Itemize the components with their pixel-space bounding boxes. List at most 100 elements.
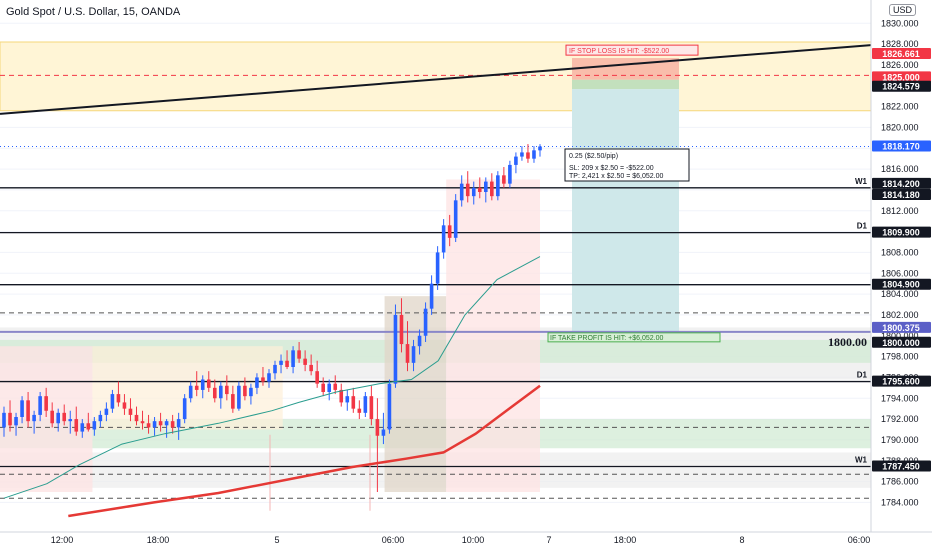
price-badge-text: 1824.579	[882, 82, 920, 92]
candle-body	[20, 400, 24, 417]
candle-body	[188, 385, 193, 399]
time-tick-label: 5	[274, 535, 279, 545]
stop-zone	[572, 58, 679, 80]
candle-body	[200, 379, 205, 390]
position-info-frame	[564, 148, 690, 182]
candle-body	[206, 379, 211, 388]
ema-fast-line	[3, 256, 541, 499]
candle-body	[345, 396, 350, 403]
candle-body	[237, 385, 241, 409]
candle-body	[14, 417, 18, 426]
candle-body	[514, 156, 518, 165]
position-info-line: SL: 209 x $2.50 = -$522.00	[569, 165, 654, 172]
candle-body	[423, 308, 428, 336]
time-tick-label: 06:00	[382, 535, 405, 545]
level-label: W1	[855, 455, 868, 464]
candle-body	[435, 252, 440, 284]
price-badge-bg	[872, 48, 931, 60]
candle-body	[92, 421, 97, 430]
candle-body	[490, 181, 494, 197]
candle-body	[267, 373, 271, 382]
candle-body	[194, 385, 199, 390]
price-badge-text: 1795.600	[882, 377, 920, 387]
candle-body	[74, 419, 79, 432]
price-badge-bg	[872, 336, 931, 348]
candle-body	[32, 414, 36, 422]
candle-body	[526, 152, 530, 159]
price-badge-text: 1825.000	[882, 72, 920, 82]
candle-body	[122, 402, 127, 409]
price-badge-bg	[872, 375, 931, 387]
price-tick-label: 1820.000	[881, 122, 919, 132]
candle-body	[219, 385, 223, 399]
candle-body	[80, 423, 85, 432]
price-tick-label: 1804.000	[881, 289, 919, 299]
price-badge-bg	[872, 321, 931, 333]
candle-body	[309, 364, 313, 372]
candle-body	[459, 183, 464, 201]
price-tick-label: 1786.000	[881, 477, 919, 487]
candle-body	[381, 429, 386, 436]
candle-body	[56, 412, 61, 424]
candle-body	[86, 423, 91, 430]
candle-body	[363, 396, 368, 413]
candle-body	[255, 377, 259, 388]
key-level-label: 1800.00	[828, 335, 867, 349]
candle-body	[38, 396, 42, 415]
level-label: D1	[857, 371, 868, 380]
candle-body	[2, 412, 6, 428]
price-badge-text: 1826.661	[882, 49, 920, 59]
position-info-line: 0.25 ($2.50/pip)	[569, 153, 618, 160]
time-tick-label: 12:00	[51, 535, 74, 545]
price-tick-label: 1784.000	[881, 497, 919, 507]
time-tick-label: 8	[739, 535, 744, 545]
time-axis-background	[0, 532, 932, 550]
price-badge-bg	[872, 226, 931, 238]
price-tick-label: 1800.000	[881, 331, 919, 341]
price-tick-label: 1802.000	[881, 310, 919, 320]
stop-loss-label: IF STOP LOSS IS HIT: -$522.00	[565, 44, 699, 56]
candle-body	[351, 396, 356, 409]
candle-body	[44, 396, 48, 411]
price-tick-label: 1794.000	[881, 393, 919, 403]
candle-body	[116, 394, 121, 403]
position-info-line: TP: 2,421 x $2.50 = $6,052.00	[569, 173, 663, 180]
candle-body	[182, 398, 187, 420]
candle-body	[176, 419, 181, 428]
price-badge: 1814.180	[872, 189, 931, 201]
stop-loss-label-text: IF STOP LOSS IS HIT: -$522.00	[569, 48, 669, 55]
position-info-box: 0.25 ($2.50/pip) SL: 209 x $2.50 = -$522.…	[564, 148, 690, 182]
candle-body	[104, 408, 109, 415]
price-badge: 1826.661	[872, 48, 931, 60]
time-tick-label: 18:00	[147, 535, 170, 545]
candle-body	[453, 200, 458, 238]
candle-body	[164, 421, 169, 426]
candle-body	[273, 364, 277, 374]
candle-body	[496, 175, 500, 197]
price-badge: 1824.579	[872, 80, 931, 92]
candle-body	[441, 225, 446, 253]
candle-body	[128, 408, 133, 415]
price-badge: 1795.600	[872, 375, 931, 387]
price-badge-text: 1800.000	[882, 338, 920, 348]
price-badge-text: 1814.200	[882, 179, 920, 189]
time-tick-label: 7	[546, 535, 551, 545]
price-badge: 1809.900	[872, 226, 931, 238]
candle-body	[321, 383, 325, 392]
candle-body	[387, 383, 392, 430]
price-tick-label: 1822.000	[881, 102, 919, 112]
price-badge-bg	[872, 177, 931, 189]
candle-body	[532, 150, 536, 159]
candle-body	[140, 421, 145, 424]
price-badge-bg	[872, 71, 931, 83]
candle-body	[471, 187, 476, 197]
price-badge: 1825.000	[872, 71, 931, 83]
stop-loss-label-box	[565, 44, 699, 56]
supply-zone	[0, 41, 872, 112]
price-badge: 1818.170	[872, 140, 931, 152]
candle-body	[50, 410, 54, 424]
candle-body	[68, 419, 73, 422]
candle-body	[146, 423, 151, 428]
currency-button[interactable]: USD	[889, 4, 917, 16]
